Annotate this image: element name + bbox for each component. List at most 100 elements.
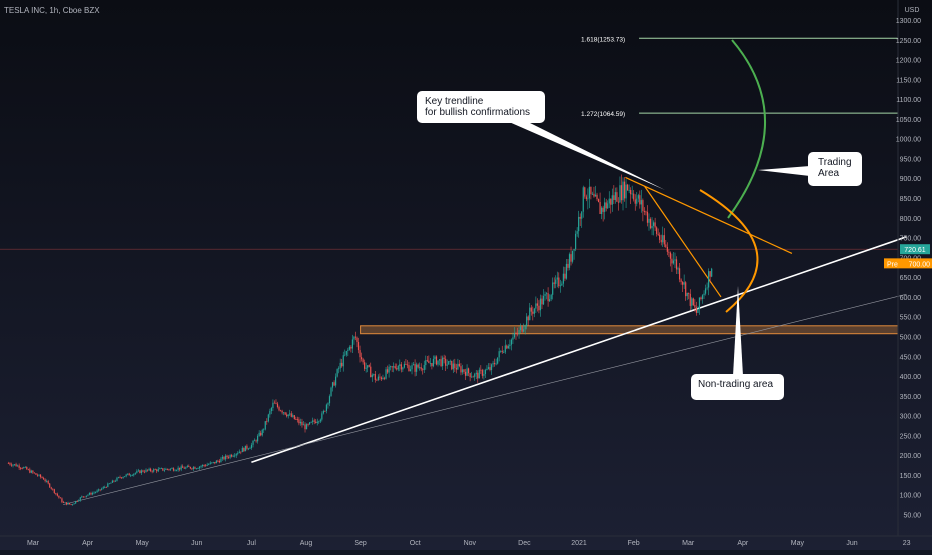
candle-body <box>691 298 693 306</box>
price-tick-label: 50.00 <box>903 513 921 520</box>
candle-body <box>315 421 317 424</box>
candle-body <box>478 369 480 379</box>
candle-body <box>18 465 20 468</box>
candle-body <box>168 469 170 471</box>
candle-body <box>703 293 705 296</box>
candle-body <box>163 469 165 471</box>
trendline-white-support[interactable] <box>251 236 907 464</box>
candle-body <box>191 468 193 470</box>
candle-body <box>116 477 118 481</box>
candle-body <box>59 497 62 499</box>
candle-body <box>39 474 42 478</box>
candle-body <box>27 469 29 471</box>
candle-body <box>229 455 231 458</box>
price-tick-label: 800.00 <box>900 216 922 223</box>
annotation-non-trading-area-text: Non-trading area <box>698 379 773 390</box>
candle-body <box>41 477 43 479</box>
trading-area-arc[interactable] <box>727 39 766 219</box>
trendline-orange-upper[interactable] <box>625 176 793 254</box>
candle-body <box>504 345 506 353</box>
candle-body <box>686 292 688 297</box>
candle-body <box>373 374 375 375</box>
candle-body <box>38 474 40 476</box>
candle-body <box>331 382 334 388</box>
candle-body <box>708 271 710 288</box>
candle-body <box>374 374 376 380</box>
trendline-gray-support[interactable] <box>62 293 907 505</box>
candle-body <box>21 468 23 469</box>
price-tick-label: 1200.00 <box>896 58 921 65</box>
time-tick-label: Jun <box>191 540 202 547</box>
candle-body <box>192 467 195 470</box>
candle-body <box>328 396 331 404</box>
candle-body <box>134 472 136 474</box>
candle-body <box>626 184 629 191</box>
candle-body <box>620 185 623 201</box>
candle-body <box>360 357 363 360</box>
candle-body <box>249 447 251 449</box>
candle-body <box>319 419 321 422</box>
candle-body <box>260 432 262 436</box>
candle-body <box>425 360 427 366</box>
candle-body <box>221 456 224 459</box>
candle-body <box>576 231 578 234</box>
candle-body <box>532 311 534 314</box>
candle-body <box>289 413 291 415</box>
candle-body <box>565 263 568 279</box>
candle-body <box>307 424 309 425</box>
candle-body <box>312 420 314 422</box>
candle-body <box>386 369 389 373</box>
candle-body <box>220 458 222 463</box>
candle-body <box>30 470 32 473</box>
candle-body <box>299 421 302 424</box>
candle-body <box>423 365 425 370</box>
time-tick-label: Feb <box>628 540 640 547</box>
candle-body <box>697 308 699 313</box>
time-tick-label: Mar <box>27 540 40 547</box>
candle-body <box>26 466 28 470</box>
candle-body <box>330 387 332 397</box>
price-tick-label: 1050.00 <box>896 117 921 124</box>
candle-body <box>683 282 685 285</box>
candle-body <box>298 419 300 424</box>
candle-body <box>660 239 662 243</box>
candle-body <box>226 455 228 458</box>
candle-body <box>498 351 500 358</box>
candle-body <box>238 451 240 454</box>
candle-body <box>253 440 256 442</box>
candle-body <box>578 216 580 232</box>
candle-body <box>172 468 175 471</box>
candle-body <box>451 360 453 370</box>
non-trading-arc[interactable] <box>699 189 759 313</box>
candle-body <box>114 480 117 482</box>
annotation-non-trading-area[interactable]: Non-trading area <box>691 286 784 400</box>
candle-body <box>403 364 405 368</box>
candle-body <box>157 468 159 472</box>
candle-body <box>460 366 462 373</box>
candle-body <box>579 216 581 219</box>
candle-body <box>255 440 257 442</box>
candle-body <box>205 465 207 467</box>
time-tick-label: 23 <box>903 540 911 547</box>
candle-body <box>388 366 390 373</box>
candle-body <box>542 295 545 305</box>
candle-body <box>23 467 25 469</box>
price-tick-label: 850.00 <box>900 196 922 203</box>
candle-body <box>194 467 196 469</box>
candle-body <box>185 467 187 469</box>
candle-body <box>189 466 191 469</box>
annotation-non-trading-area-pointer <box>733 286 743 376</box>
candle-body <box>273 402 276 404</box>
candle-body <box>529 307 531 321</box>
candle-body <box>146 469 149 471</box>
candle-body <box>70 504 72 506</box>
candle-body <box>339 362 341 369</box>
candle-body <box>432 358 435 367</box>
annotation-key-trendline-pointer <box>500 118 665 190</box>
price-tick-label: 500.00 <box>900 334 922 341</box>
